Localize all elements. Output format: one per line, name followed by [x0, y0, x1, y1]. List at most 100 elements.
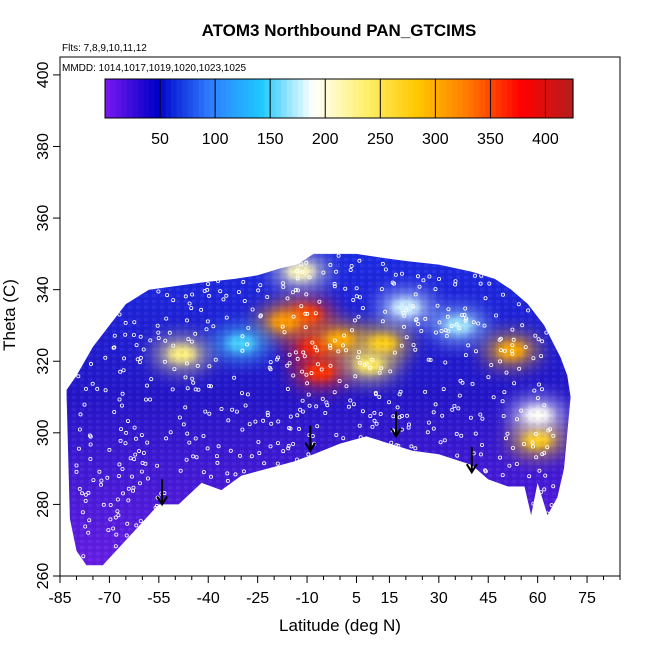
x-tick-label: -10 — [295, 590, 318, 607]
sample-point — [380, 261, 385, 266]
sample-point — [191, 380, 196, 385]
sample-point — [138, 519, 143, 524]
sample-point — [178, 468, 183, 473]
sample-point — [120, 466, 125, 471]
sample-point — [193, 387, 198, 392]
sample-point — [410, 304, 415, 309]
colorbar-segment — [330, 79, 337, 118]
sample-point — [500, 399, 505, 404]
sample-point — [315, 362, 320, 367]
sample-point — [478, 412, 483, 417]
sample-point — [349, 263, 354, 268]
sample-point — [306, 392, 311, 397]
y-tick-label: 380 — [35, 133, 52, 160]
sample-point — [138, 355, 143, 360]
sample-point — [452, 403, 457, 408]
sample-point — [156, 336, 161, 341]
colorbar-segment — [237, 79, 244, 118]
sample-point — [81, 554, 86, 559]
colorbar-segment — [418, 79, 425, 118]
sample-point — [449, 323, 454, 328]
sample-point — [193, 436, 198, 441]
sample-point — [293, 350, 298, 355]
sample-point — [426, 420, 431, 425]
sample-point — [497, 337, 502, 342]
sample-point — [431, 410, 436, 415]
colorbar-segment — [391, 79, 398, 118]
sample-point — [360, 409, 365, 414]
sample-point — [443, 328, 448, 333]
sample-point — [383, 309, 388, 314]
sample-point — [155, 463, 160, 468]
sample-point — [551, 484, 556, 489]
sample-point — [99, 482, 104, 487]
sample-point — [77, 486, 82, 491]
x-tick-label: 15 — [381, 590, 399, 607]
sample-point — [183, 405, 188, 410]
sample-point — [208, 474, 213, 479]
sample-point — [543, 473, 548, 478]
colorbar-segment — [490, 79, 497, 118]
x-tick-label: -85 — [48, 590, 71, 607]
sample-point — [276, 419, 281, 424]
sample-point — [295, 288, 300, 293]
sample-point — [137, 481, 142, 486]
sample-point — [256, 288, 261, 293]
colorbar-segment — [446, 79, 453, 118]
sample-point — [303, 311, 308, 316]
sample-point — [433, 402, 438, 407]
sample-point — [313, 345, 318, 350]
sample-point — [466, 343, 471, 348]
sample-point — [337, 378, 342, 383]
sample-point — [404, 413, 409, 418]
colorbar-segment — [385, 79, 392, 118]
sample-point — [123, 332, 128, 337]
sample-point — [296, 426, 301, 431]
sample-point — [245, 342, 250, 347]
sample-point — [83, 498, 88, 503]
sample-point — [343, 286, 348, 291]
sample-point — [177, 415, 182, 420]
colorbar: 50 100 150 200 250 300 350 400 — [104, 78, 574, 148]
sample-point — [84, 386, 89, 391]
sample-point — [224, 293, 229, 298]
sample-point — [314, 348, 319, 353]
sample-point — [171, 343, 176, 348]
sample-point — [520, 323, 525, 328]
sample-point — [132, 425, 137, 430]
sample-point — [205, 446, 210, 451]
sample-point — [535, 396, 540, 401]
sample-point — [250, 307, 255, 312]
sample-point — [503, 436, 508, 441]
sample-point — [80, 491, 85, 496]
sample-point — [119, 427, 124, 432]
colorbar-segment — [523, 79, 530, 118]
sample-point — [445, 314, 450, 319]
sample-point — [269, 421, 274, 426]
sample-point — [170, 387, 175, 392]
sample-point — [111, 526, 116, 531]
sample-point — [190, 376, 195, 381]
sample-point — [219, 406, 224, 411]
sample-point — [164, 436, 169, 441]
sample-point — [295, 413, 300, 418]
sample-point — [300, 398, 305, 403]
sample-point — [421, 278, 426, 283]
sample-point — [342, 333, 347, 338]
sample-point — [340, 343, 345, 348]
colorbar-segment — [138, 79, 145, 118]
sample-point — [423, 389, 428, 394]
sample-point — [241, 279, 246, 284]
sample-point — [282, 330, 287, 335]
sample-point — [491, 395, 496, 400]
sample-point — [343, 348, 348, 353]
x-tick-label: -25 — [246, 590, 269, 607]
sample-point — [108, 502, 113, 507]
sample-point — [502, 390, 507, 395]
colorbar-segment — [352, 79, 359, 118]
sample-point — [233, 472, 238, 477]
sample-point — [148, 397, 153, 402]
sample-point — [149, 377, 154, 382]
colorbar-tick-label: 400 — [532, 131, 559, 148]
